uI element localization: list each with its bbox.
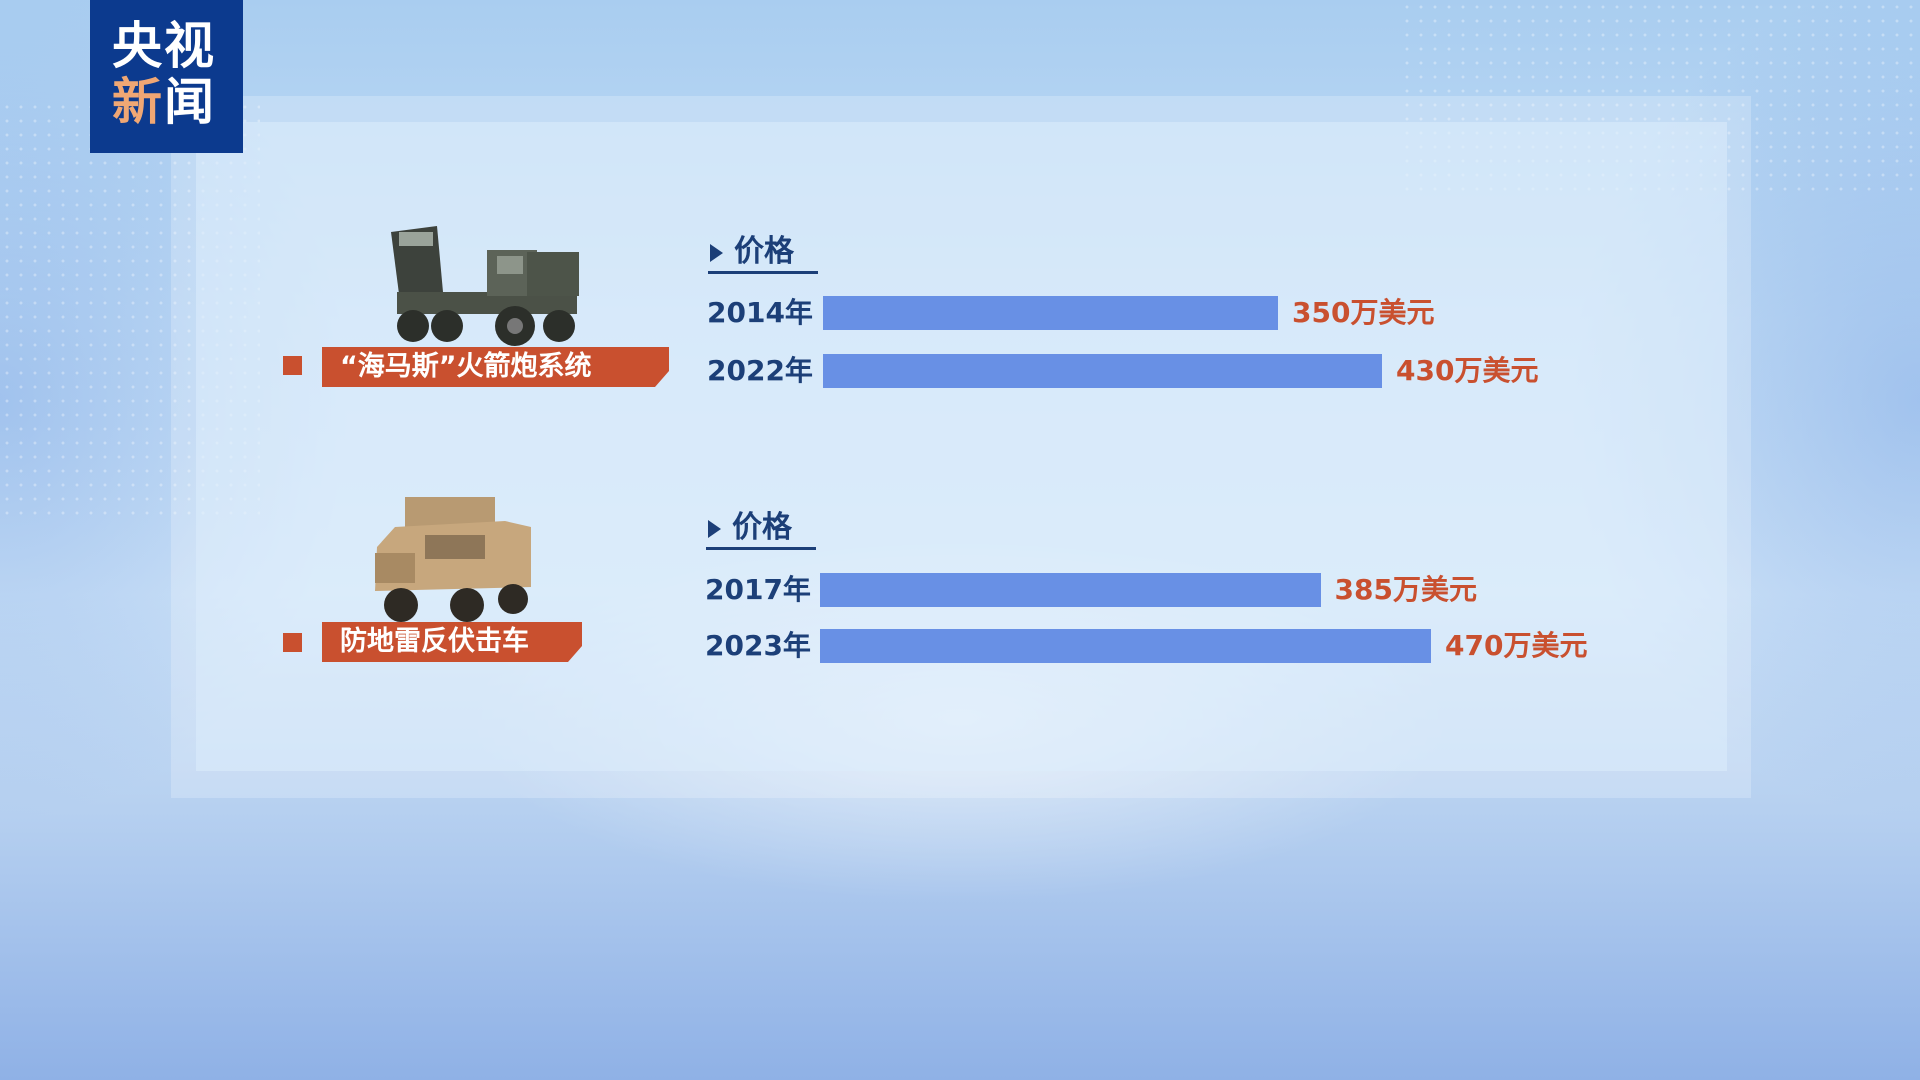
logo-line1: 央视 [112, 17, 216, 75]
price-value: 350万美元 [1292, 296, 1435, 329]
himars-truck-image [391, 226, 579, 346]
price-value: 470万美元 [1445, 629, 1588, 662]
price-header: 价格 [708, 232, 818, 274]
price-header: 价格 [706, 508, 816, 550]
price-value: 385万美元 [1334, 573, 1477, 606]
mrap-vehicle-image [375, 497, 531, 622]
year-label: 2017年 [705, 573, 811, 606]
content-panel [196, 122, 1727, 771]
year-label: 2023年 [705, 629, 811, 662]
logo-line2: 新闻 [112, 74, 243, 130]
price-bar-2022 [823, 354, 1382, 388]
price-value: 430万美元 [1396, 354, 1539, 387]
cctv-news-logo: 央视 新闻 [90, 0, 243, 153]
price-bar-2017 [820, 573, 1321, 607]
price-bar-2023 [820, 629, 1431, 663]
mrap-label: 防地雷反伏击车 [322, 622, 582, 662]
bullet-square [283, 633, 302, 652]
price-bar-2014 [823, 296, 1278, 330]
himars-label: “海马斯”火箭炮系统 [322, 347, 669, 387]
year-label: 2014年 [707, 296, 813, 329]
bullet-square [283, 356, 302, 375]
year-label: 2022年 [707, 354, 813, 387]
logo-char: 闻 [164, 73, 216, 131]
logo-char: 新 [112, 73, 164, 131]
